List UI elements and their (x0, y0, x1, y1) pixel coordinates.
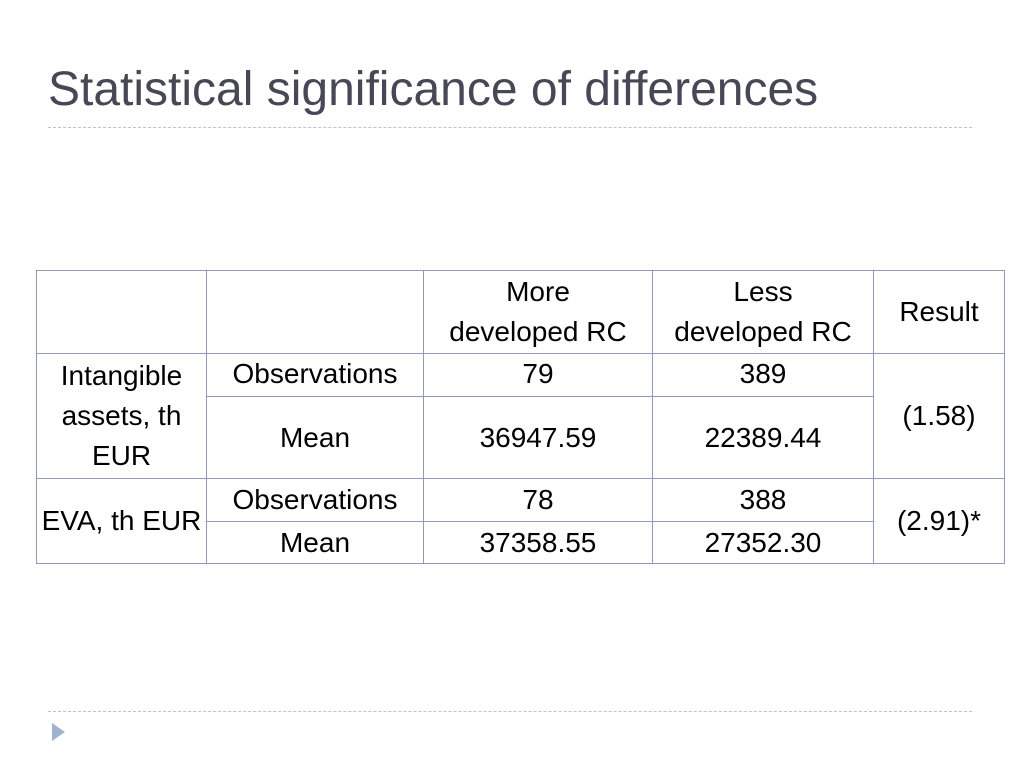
table-row: Mean 37358.55 27352.30 (37, 521, 1005, 564)
table-row: Intangible assets, th EUR Observations 79 3… (36, 353, 1005, 479)
divider (48, 711, 972, 712)
slide-title: Statistical significance of differences (48, 63, 819, 116)
stat-label: Mean (206, 521, 424, 564)
table-row: EVA, th EUR Observations 78 388 (2.91)* (36, 478, 1005, 564)
value-cell: 36947.59 (423, 396, 653, 479)
table-row: More developed RC Less developed RC Result (36, 270, 1005, 354)
value-cell: 79 (423, 353, 653, 397)
divider (48, 127, 972, 128)
table-row: Mean 36947.59 22389.44 (37, 396, 1005, 479)
stat-label: Mean (206, 396, 424, 479)
value-cell: 37358.55 (423, 521, 653, 564)
value-cell: 22389.44 (652, 396, 874, 479)
value-cell: 388 (652, 478, 874, 522)
empty-cell (206, 270, 424, 354)
column-header: Less developed RC (652, 270, 874, 354)
bullet-icon (52, 723, 65, 741)
column-header: Result (873, 270, 1005, 354)
value-cell: 27352.30 (652, 521, 874, 564)
result-cell: (1.58) (873, 353, 1005, 479)
result-cell: (2.91)* (873, 478, 1005, 564)
column-header: More developed RC (423, 270, 653, 354)
stat-label: Observations (206, 478, 424, 522)
value-cell: 389 (652, 353, 874, 397)
results-table: More developed RC Less developed RC Result… (36, 270, 1005, 564)
group-label: EVA, th EUR (36, 478, 207, 564)
empty-cell (36, 270, 207, 354)
stat-label: Observations (206, 353, 424, 397)
value-cell: 78 (423, 478, 653, 522)
group-label: Intangible assets, th EUR (36, 353, 207, 479)
